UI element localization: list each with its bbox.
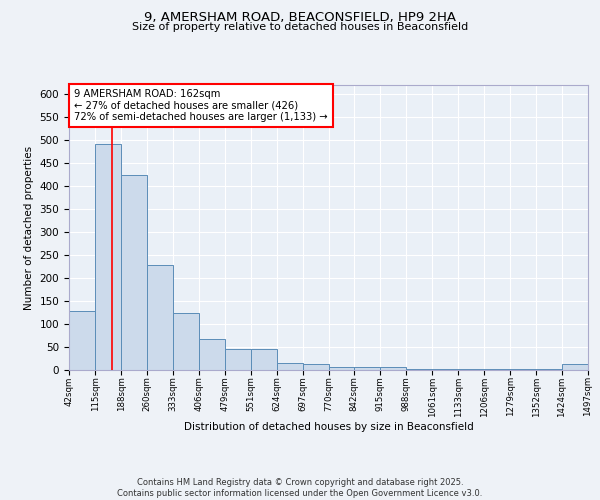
- Bar: [147, 265, 173, 370]
- Bar: [355, 367, 380, 370]
- Text: Size of property relative to detached houses in Beaconsfield: Size of property relative to detached ho…: [132, 22, 468, 32]
- Bar: [562, 364, 588, 370]
- Bar: [251, 350, 277, 370]
- Bar: [458, 368, 484, 370]
- Bar: [484, 368, 510, 370]
- Bar: [199, 339, 225, 370]
- Bar: [536, 368, 562, 370]
- Bar: [510, 368, 536, 370]
- X-axis label: Distribution of detached houses by size in Beaconsfield: Distribution of detached houses by size …: [184, 422, 473, 432]
- Bar: [121, 174, 147, 370]
- Bar: [380, 367, 406, 370]
- Bar: [433, 368, 458, 370]
- Bar: [302, 364, 329, 370]
- Bar: [277, 363, 302, 370]
- Bar: [173, 313, 199, 370]
- Text: Contains HM Land Registry data © Crown copyright and database right 2025.
Contai: Contains HM Land Registry data © Crown c…: [118, 478, 482, 498]
- Bar: [406, 368, 433, 370]
- Text: 9 AMERSHAM ROAD: 162sqm
← 27% of detached houses are smaller (426)
72% of semi-d: 9 AMERSHAM ROAD: 162sqm ← 27% of detache…: [74, 90, 328, 122]
- Text: 9, AMERSHAM ROAD, BEACONSFIELD, HP9 2HA: 9, AMERSHAM ROAD, BEACONSFIELD, HP9 2HA: [144, 11, 456, 24]
- Y-axis label: Number of detached properties: Number of detached properties: [24, 146, 34, 310]
- Bar: [95, 144, 121, 370]
- Bar: [225, 350, 251, 370]
- Bar: [329, 367, 355, 370]
- Bar: [69, 311, 95, 370]
